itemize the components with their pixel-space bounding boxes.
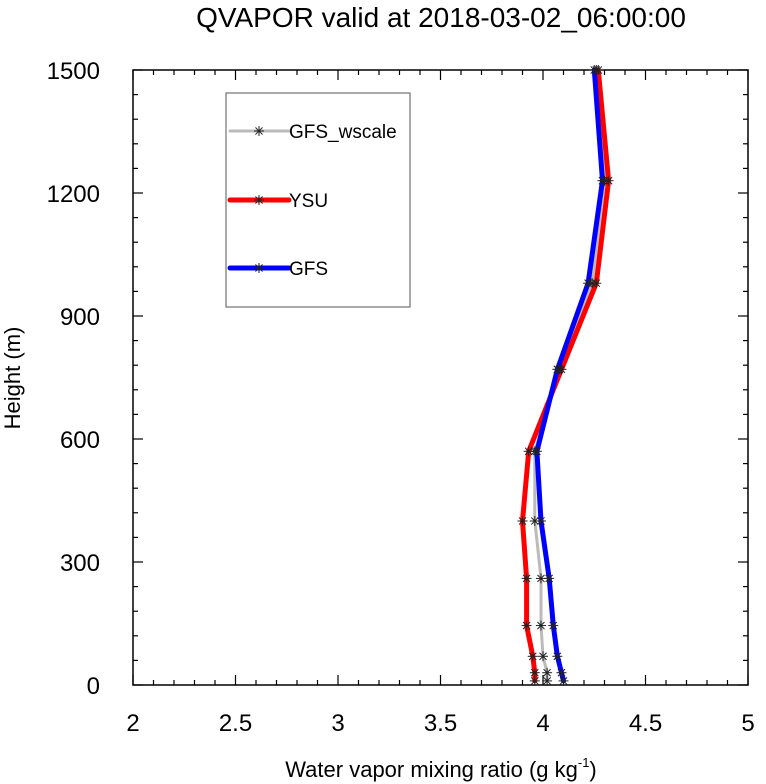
- x-tick-label: 2: [126, 710, 139, 737]
- marker-stroke: [592, 279, 601, 288]
- marker-stroke: [522, 621, 531, 630]
- data-point-ysu: [517, 516, 528, 526]
- y-tick-label: 600: [60, 427, 100, 454]
- marker-stroke: [255, 264, 263, 272]
- marker-stroke: [553, 365, 562, 374]
- data-point-ysu: [527, 651, 538, 662]
- data-point-gfs: [556, 667, 567, 678]
- marker-stroke: [530, 676, 539, 685]
- x-axis-label: Water vapor mixing ratio (g kg-1): [285, 755, 597, 782]
- marker-stroke: [549, 621, 558, 630]
- marker-stroke: [530, 517, 539, 525]
- data-point-ysu: [529, 667, 540, 678]
- y-tick-label: 1500: [47, 58, 100, 85]
- legend-label-gfs: GFS: [289, 259, 328, 280]
- chart-title: QVAPOR valid at 2018-03-02_06:00:00: [196, 2, 686, 33]
- plot-frame: [132, 69, 749, 686]
- marker-stroke: [598, 176, 607, 185]
- legend-items: GFS_wscale YSU GFS: [227, 122, 397, 280]
- x-tick-label: 4.5: [629, 710, 662, 737]
- y-tick-label: 0: [87, 673, 100, 700]
- legend-marker: [254, 195, 264, 205]
- marker-stroke: [530, 668, 539, 677]
- x-tick-label: 2.5: [219, 710, 252, 737]
- marker-stroke: [557, 668, 566, 677]
- y-axis-label: Height (m): [0, 327, 25, 430]
- data-point-gfs: [558, 675, 569, 686]
- data-point-gfs-wscale: [535, 620, 546, 631]
- data-point-ysu: [603, 175, 614, 186]
- marker-stroke: [522, 574, 531, 583]
- data-point-gfs-wscale: [538, 651, 548, 662]
- marker-stroke: [255, 196, 263, 204]
- marker-stroke: [528, 652, 537, 661]
- legend-label-ysu: YSU: [289, 191, 328, 212]
- data-point-gfs: [531, 446, 542, 457]
- marker-stroke: [537, 574, 545, 583]
- legend-label-gfs-wscale: GFS_wscale: [289, 122, 397, 143]
- marker-stroke: [559, 676, 568, 685]
- legend-marker: [254, 126, 264, 136]
- marker-stroke: [545, 574, 554, 583]
- data-point-gfs: [597, 175, 608, 186]
- data-point-gfs: [552, 651, 563, 662]
- x-tick-label: 3.5: [424, 710, 457, 737]
- series-layer: [517, 65, 614, 686]
- data-point-gfs: [548, 620, 559, 631]
- marker-stroke: [537, 621, 545, 630]
- marker-stroke: [543, 668, 552, 677]
- x-tick-label: 3: [331, 710, 344, 737]
- data-point-gfs: [552, 364, 563, 375]
- marker-stroke: [537, 517, 545, 525]
- y-tick-label: 1200: [47, 181, 100, 208]
- data-point-gfs-wscale: [535, 573, 546, 584]
- marker-stroke: [543, 676, 552, 685]
- data-point-ysu: [521, 573, 532, 584]
- marker-stroke: [553, 652, 562, 661]
- data-point-gfs: [544, 573, 555, 584]
- y-tick-label: 300: [60, 550, 100, 577]
- marker-stroke: [584, 279, 593, 288]
- x-tick-label: 5: [741, 710, 754, 737]
- legend: GFS_wscale YSU GFS: [225, 92, 411, 308]
- series-line-gfs-wscale: [533, 68, 606, 683]
- marker-stroke: [255, 127, 263, 135]
- data-point-ysu: [521, 620, 532, 631]
- data-point-gfs: [583, 278, 594, 289]
- marker-stroke: [524, 447, 533, 456]
- y-axis-ticks: 0 300 600 900 1200 1500: [47, 58, 748, 700]
- series-line-gfs: [534, 67, 605, 684]
- data-point-gfs-wscale: [542, 667, 553, 678]
- data-point-ysu: [529, 675, 540, 686]
- marker-stroke: [590, 66, 599, 74]
- marker-stroke: [539, 652, 547, 661]
- data-point-gfs: [535, 516, 546, 526]
- legend-marker: [254, 263, 264, 273]
- y-tick-label: 900: [60, 304, 100, 331]
- data-point-gfs: [589, 65, 600, 75]
- x-tick-label: 4: [536, 710, 549, 737]
- marker-stroke: [532, 447, 541, 456]
- x-axis-label-superscript: -1: [578, 755, 590, 770]
- marker-stroke: [604, 176, 613, 185]
- x-axis-ticks: 2 2.5 3 3.5 4 4.5 5: [126, 70, 755, 737]
- marker-stroke: [518, 517, 527, 525]
- series-line-ysu: [520, 67, 612, 684]
